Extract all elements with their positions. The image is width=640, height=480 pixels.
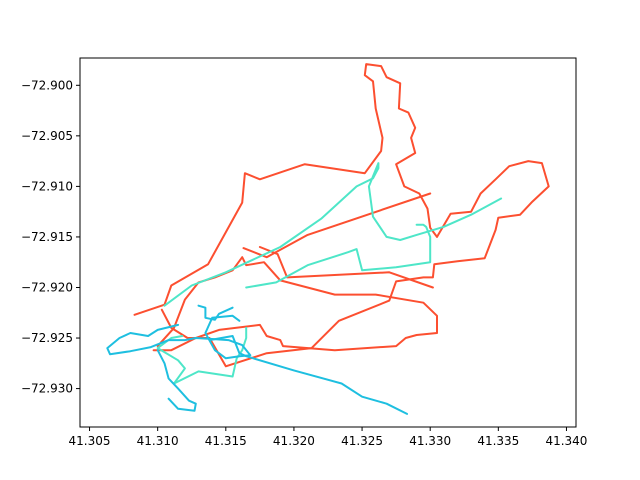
x-tick-label: 41.320 xyxy=(273,434,315,448)
y-tick-label: −72.920 xyxy=(21,280,73,294)
y-tick-label: −72.925 xyxy=(21,331,73,345)
x-tick-label: 41.315 xyxy=(205,434,247,448)
plot-frame xyxy=(79,57,577,428)
y-tick-label: −72.910 xyxy=(21,179,73,193)
x-axis: 41.305 41.310 41.315 41.320 41.325 41.330 41.3… xyxy=(69,427,587,448)
x-tick-label: 41.340 xyxy=(545,434,587,448)
x-tick-label: 41.325 xyxy=(341,434,383,448)
series-line-7 xyxy=(156,326,248,385)
series-line-8 xyxy=(106,314,252,360)
x-tick-label: 41.305 xyxy=(69,434,111,448)
series-line-4 xyxy=(242,192,432,259)
y-tick-label: −72.930 xyxy=(21,382,73,396)
series-line-5 xyxy=(163,162,503,307)
series-line-9 xyxy=(208,335,408,415)
y-tick-label: −72.905 xyxy=(21,129,73,143)
y-tick-label: −72.915 xyxy=(21,230,73,244)
series-line-10 xyxy=(156,349,197,412)
x-tick-label: 41.335 xyxy=(477,434,519,448)
y-axis: −72.900 −72.905 −72.910 −72.915 −72.920 −72.9… xyxy=(21,78,80,396)
series-line-6 xyxy=(245,223,432,289)
x-tick-label: 41.330 xyxy=(409,434,451,448)
series-line-1 xyxy=(133,63,550,368)
series-line-11 xyxy=(197,304,234,321)
y-tick-label: −72.900 xyxy=(21,78,73,92)
series-layer xyxy=(106,63,550,415)
x-tick-label: 41.310 xyxy=(137,434,179,448)
